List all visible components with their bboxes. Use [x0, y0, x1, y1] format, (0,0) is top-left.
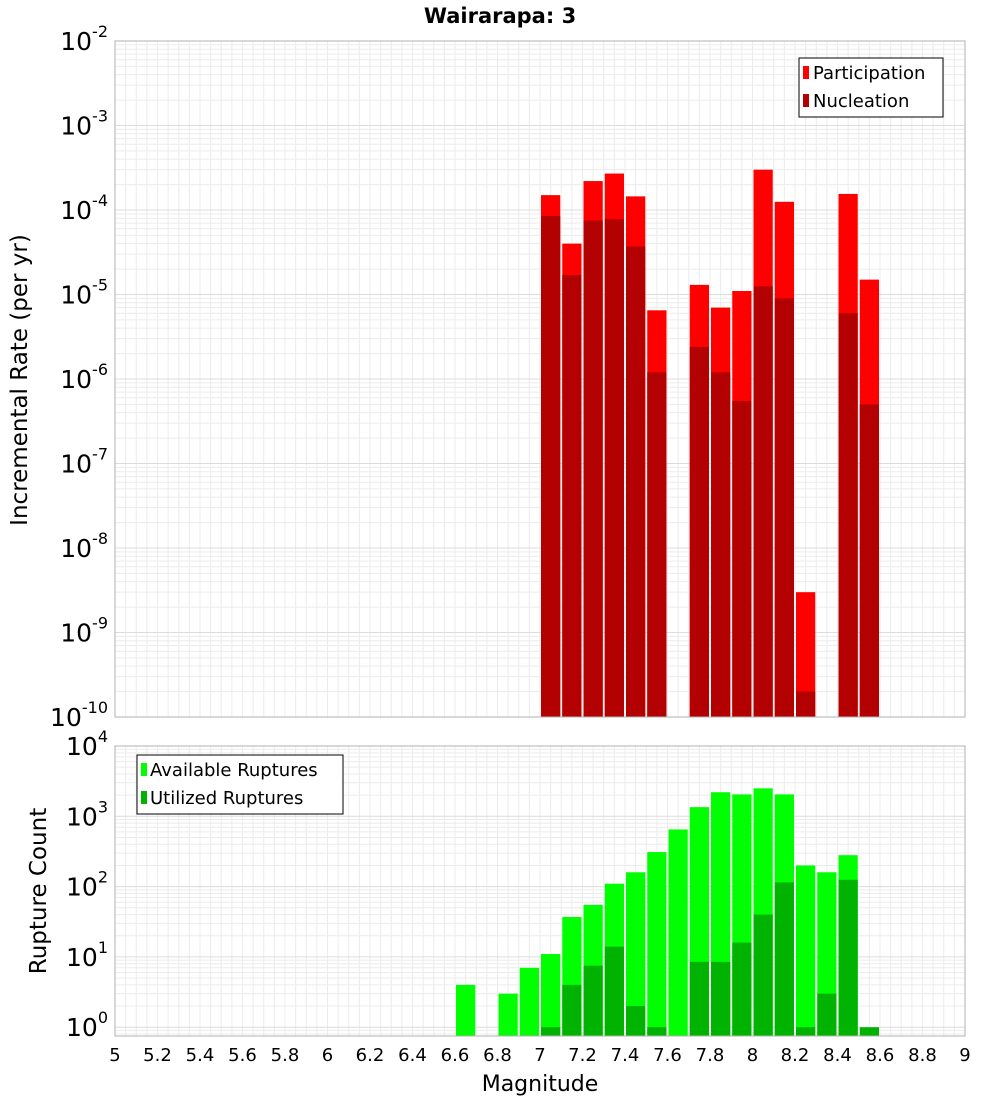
utilized-ruptures-bar	[838, 879, 858, 1036]
nucleation-bar	[753, 286, 773, 717]
legend-swatch-utilized-ruptures	[141, 791, 147, 804]
available-ruptures-bar	[626, 872, 646, 1036]
x-tick-label: 8.8	[908, 1045, 937, 1066]
y-tick-label: 100	[66, 1008, 108, 1042]
x-tick-label: 6	[322, 1045, 333, 1066]
x-tick-label: 8	[747, 1045, 758, 1066]
bottom-y-tick-labels: 100 101 102 103 104	[66, 727, 108, 1042]
nucleation-bar	[796, 691, 816, 717]
y-tick-label: 10-7	[60, 445, 108, 479]
y-tick-label: 10-9	[60, 614, 108, 648]
available-ruptures-bar	[796, 865, 816, 1036]
utilized-ruptures-bar	[626, 1006, 646, 1036]
available-ruptures-bar	[647, 852, 667, 1036]
nucleation-bar	[689, 346, 709, 717]
y-tick-label: 10-6	[60, 360, 108, 394]
nucleation-bar	[859, 404, 879, 717]
x-tick-label: 5	[109, 1045, 120, 1066]
bottom-bars	[456, 788, 879, 1036]
legend-swatch-available-ruptures	[141, 763, 147, 776]
available-ruptures-bar	[668, 829, 688, 1036]
bottom-y-axis-label: Rupture Count	[26, 808, 52, 974]
top-legend-box	[798, 57, 944, 118]
available-ruptures-bar	[498, 993, 518, 1036]
y-tick-label: 101	[66, 938, 108, 972]
y-tick-label: 103	[66, 797, 108, 831]
nucleation-bar	[626, 246, 646, 717]
x-tick-label: 6.2	[356, 1045, 385, 1066]
top-y-tick-labels: 10-10 10-9 10-8 10-7 10-6 10-5 10-4 10-3 10-2	[50, 22, 108, 732]
nucleation-bar	[583, 220, 603, 717]
x-tick-label: 7	[534, 1045, 545, 1066]
nucleation-bar	[604, 219, 624, 717]
legend-label-available-ruptures: Available Ruptures	[150, 760, 318, 781]
utilized-ruptures-bar	[562, 984, 582, 1036]
utilized-ruptures-bar	[753, 914, 773, 1036]
participation-bar	[796, 592, 816, 717]
nucleation-bar	[647, 372, 667, 717]
x-tick-label: 7.4	[611, 1045, 640, 1066]
y-tick-label: 10-8	[60, 529, 108, 563]
nucleation-bar	[541, 215, 561, 717]
x-tick-label: 6.4	[398, 1045, 427, 1066]
y-tick-label: 10-2	[60, 22, 108, 56]
utilized-ruptures-bar	[711, 961, 731, 1036]
legend-swatch-nucleation	[803, 94, 809, 107]
y-tick-label: 104	[66, 727, 108, 761]
utilized-ruptures-bar	[604, 946, 624, 1036]
available-ruptures-bar	[541, 954, 561, 1036]
x-tick-label: 8.2	[781, 1045, 810, 1066]
nucleation-bar	[774, 298, 794, 717]
chart-title: Wairarapa: 3	[424, 4, 576, 28]
top-bars	[541, 169, 879, 717]
utilized-ruptures-bar	[541, 1027, 561, 1036]
utilized-ruptures-bar	[796, 1027, 816, 1036]
y-tick-label: 10-3	[60, 107, 108, 141]
x-tick-label: 5.6	[228, 1045, 257, 1066]
utilized-ruptures-bar	[583, 965, 603, 1036]
legend-swatch-participation	[803, 66, 809, 79]
x-tick-label: 7.8	[696, 1045, 725, 1066]
x-tick-labels: 5 5.2 5.4 5.6 5.8 6 6.2 6.4 6.6 6.8 7 7.2 7.4 7.6 7.8 8…	[109, 1045, 970, 1066]
x-tick-label: 5.2	[143, 1045, 172, 1066]
y-tick-label: 10-5	[60, 276, 108, 310]
x-tick-label: 9	[959, 1045, 970, 1066]
bottom-legend: Available Ruptures Utilized Ruptures	[136, 754, 344, 815]
x-tick-label: 5.8	[271, 1045, 300, 1066]
legend-label-utilized-ruptures: Utilized Ruptures	[150, 788, 303, 809]
available-ruptures-bar	[519, 967, 539, 1036]
x-tick-label: 8.6	[866, 1045, 895, 1066]
top-plot-border	[114, 40, 966, 718]
y-tick-label: 10-4	[60, 191, 108, 225]
x-tick-label: 7.2	[568, 1045, 597, 1066]
top-gridlines	[115, 41, 965, 717]
bottom-legend-box	[136, 754, 344, 815]
utilized-ruptures-bar	[689, 961, 709, 1036]
x-tick-label: 6.8	[483, 1045, 512, 1066]
nucleation-bar	[562, 275, 582, 717]
top-y-axis-label: Incremental Rate (per yr)	[7, 234, 33, 526]
nucleation-bar	[732, 400, 752, 717]
legend-label-nucleation: Nucleation	[813, 91, 909, 112]
top-legend: Participation Nucleation	[798, 57, 944, 118]
x-axis-label: Magnitude	[482, 1072, 599, 1097]
available-ruptures-bar	[456, 984, 476, 1036]
x-tick-label: 6.6	[441, 1045, 470, 1066]
utilized-ruptures-bar	[647, 1027, 667, 1036]
utilized-ruptures-bar	[732, 942, 752, 1036]
x-tick-label: 8.4	[823, 1045, 852, 1066]
nucleation-bar	[838, 313, 858, 717]
x-tick-label: 7.6	[653, 1045, 682, 1066]
bottom-plot-border	[114, 745, 966, 1037]
y-tick-label: 102	[66, 868, 108, 902]
utilized-ruptures-bar	[859, 1027, 879, 1036]
utilized-ruptures-bar	[817, 993, 837, 1036]
utilized-ruptures-bar	[774, 882, 794, 1036]
legend-label-participation: Participation	[813, 63, 925, 84]
y-tick-label: 10-10	[50, 698, 108, 732]
x-tick-label: 5.4	[186, 1045, 215, 1066]
nucleation-bar	[711, 372, 731, 717]
